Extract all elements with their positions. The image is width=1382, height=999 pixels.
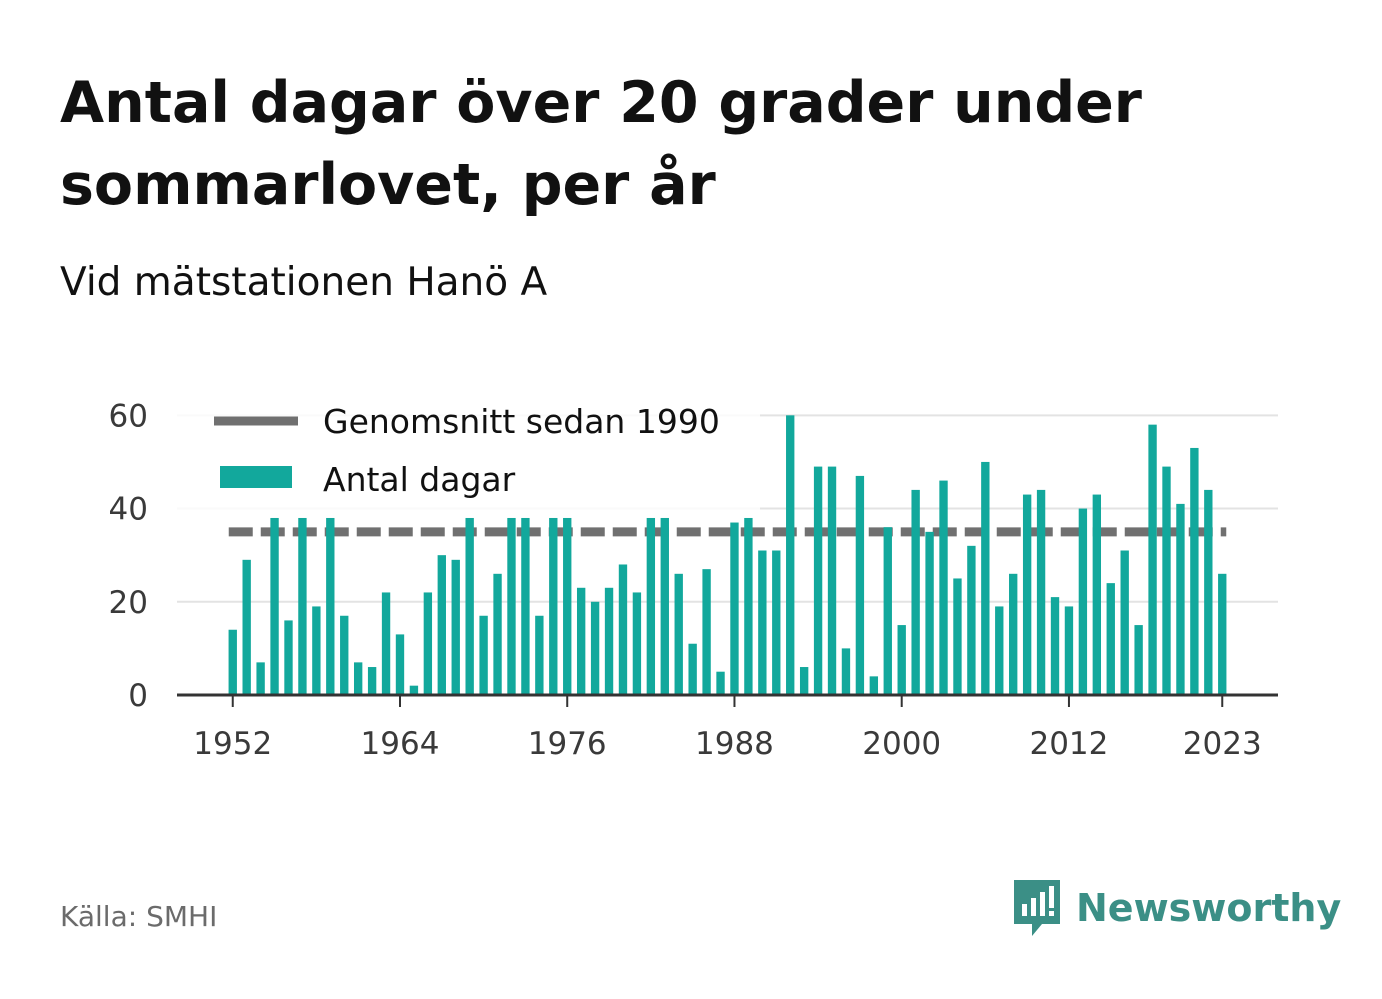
- bar: [786, 415, 795, 695]
- bar: [228, 629, 237, 695]
- bar: [590, 601, 600, 695]
- bar: [409, 685, 419, 695]
- x-tick-label: 1976: [528, 726, 607, 762]
- y-tick-label: 40: [109, 492, 148, 528]
- bar: [1036, 489, 1046, 695]
- bars-layer: [228, 415, 1227, 695]
- axis-layer: 0 20 40 60 1952 1964 1976 1988 2000 2012 2023: [109, 398, 1278, 762]
- brand-name: Newsworthy: [1076, 886, 1342, 930]
- bar: [911, 489, 920, 695]
- bar: [563, 517, 572, 695]
- bar: [381, 592, 391, 695]
- bar: [549, 517, 558, 695]
- bar: [688, 643, 697, 695]
- legend: Genomsnitt sedan 1990 Antal dagar: [150, 392, 760, 518]
- bar: [1106, 583, 1115, 695]
- bar: [1190, 447, 1199, 695]
- bar: [367, 667, 377, 695]
- bar: [897, 625, 906, 695]
- bar: [507, 517, 516, 695]
- bar: [1162, 466, 1171, 695]
- bar: [799, 667, 809, 695]
- bar: [1022, 494, 1032, 695]
- bar: [312, 606, 321, 695]
- bar: [702, 569, 711, 695]
- bar: [284, 620, 293, 695]
- x-tick-label: 2023: [1183, 726, 1262, 762]
- bar: [1009, 573, 1018, 695]
- bar: [981, 461, 990, 695]
- bar: [646, 517, 656, 695]
- source-note: Källa: SMHI: [60, 900, 218, 933]
- bar: [674, 573, 683, 695]
- legend-average-label: Genomsnitt sedan 1990: [323, 402, 720, 441]
- bar: [423, 592, 433, 695]
- bar: [730, 522, 739, 695]
- bar: [604, 587, 614, 695]
- x-tick-label: 2012: [1029, 726, 1108, 762]
- y-tick-label: 0: [128, 678, 148, 714]
- bar: [451, 559, 460, 695]
- bar: [298, 517, 307, 695]
- bar: [1148, 424, 1157, 695]
- y-tick-label: 60: [109, 398, 148, 434]
- bar: [1218, 573, 1227, 695]
- bar: [1092, 494, 1102, 695]
- bar: [465, 517, 474, 695]
- bar: [437, 555, 446, 695]
- bar: [326, 517, 335, 695]
- legend-bars-swatch: [220, 466, 292, 488]
- chart-title: Antal dagar över 20 grader under sommarl…: [60, 70, 1142, 218]
- legend-bars-label: Antal dagar: [323, 460, 516, 499]
- x-tick-label: 1988: [695, 726, 774, 762]
- bar: [521, 517, 530, 695]
- bar: [660, 517, 669, 695]
- bar: [1134, 625, 1143, 695]
- bar: [618, 564, 628, 695]
- bar: [535, 615, 544, 695]
- bar: [1050, 597, 1060, 695]
- bar: [841, 648, 851, 695]
- chart-subtitle: Vid mätstationen Hanö A: [60, 260, 548, 305]
- bar: [242, 559, 251, 695]
- bar: [1176, 503, 1185, 695]
- bar: [925, 531, 934, 695]
- newsworthy-chart-bubble-icon: [1014, 880, 1060, 936]
- bar: [395, 634, 405, 695]
- bar: [744, 517, 753, 695]
- bar: [353, 662, 363, 695]
- bar: [256, 662, 265, 695]
- bar: [939, 480, 948, 695]
- bar: [340, 615, 349, 695]
- bar: [967, 545, 976, 695]
- bar: [1078, 508, 1088, 695]
- x-tick-label: 1964: [361, 726, 440, 762]
- bar: [995, 606, 1004, 695]
- y-tick-label: 20: [109, 585, 148, 621]
- x-tick-label: 1952: [193, 726, 272, 762]
- bar: [813, 466, 823, 695]
- newsworthy-logo[interactable]: Newsworthy: [1012, 878, 1341, 938]
- bar: [953, 578, 962, 695]
- bar: [632, 592, 642, 695]
- bar: [493, 573, 502, 695]
- x-tick-label: 2000: [862, 726, 941, 762]
- bar: [1204, 489, 1213, 695]
- bar: [758, 550, 767, 695]
- bar: [1064, 606, 1074, 695]
- legend-background: [150, 392, 760, 518]
- bar: [855, 475, 865, 695]
- bar: [869, 676, 879, 695]
- bar: [772, 550, 781, 695]
- bar: [1120, 550, 1129, 695]
- bar: [883, 527, 892, 695]
- bar: [716, 671, 725, 695]
- bar: [479, 615, 488, 695]
- bar: [827, 466, 837, 695]
- bar: [576, 587, 586, 695]
- bar: [270, 517, 279, 695]
